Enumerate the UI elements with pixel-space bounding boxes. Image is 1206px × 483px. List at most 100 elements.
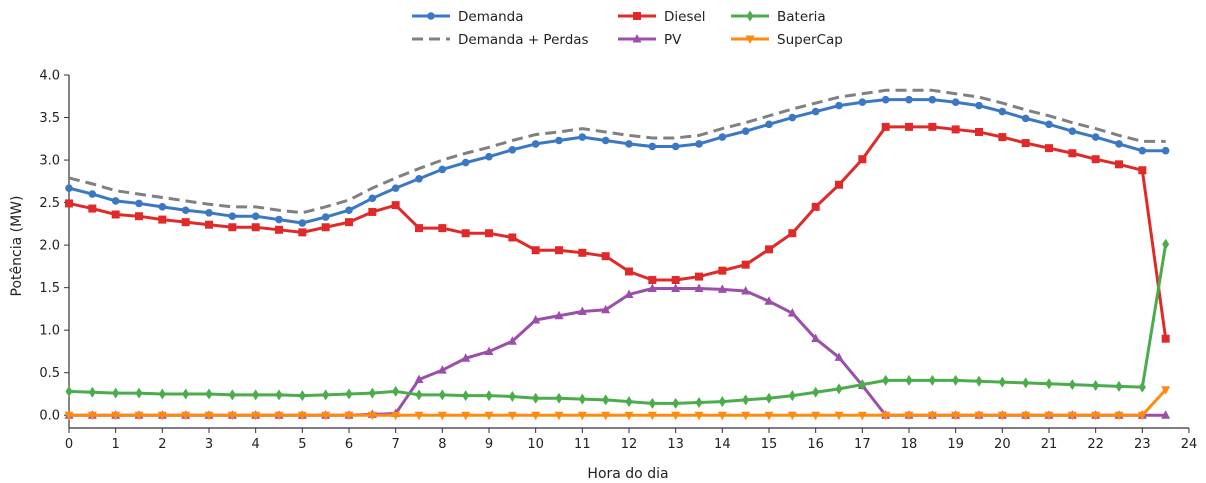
data-point-demanda bbox=[1161, 146, 1170, 155]
x-axis-label: Hora do dia bbox=[587, 466, 668, 482]
data-point-diesel bbox=[928, 122, 937, 131]
data-point-demanda bbox=[858, 98, 867, 107]
data-point-supercap bbox=[787, 411, 797, 421]
data-point-diesel bbox=[298, 228, 307, 237]
data-point-demanda bbox=[65, 184, 73, 192]
x-tick-label: 6 bbox=[345, 437, 353, 452]
legend-label-supercap: SuperCap bbox=[777, 32, 843, 48]
data-point-demanda bbox=[88, 190, 97, 198]
data-point-demanda bbox=[275, 215, 283, 224]
legend-item-demanda: Demanda bbox=[412, 9, 524, 25]
data-point-supercap bbox=[1044, 411, 1054, 421]
series-layer bbox=[64, 88, 1171, 421]
data-point-diesel bbox=[461, 229, 470, 238]
data-point-supercap bbox=[834, 411, 844, 421]
data-point-demanda bbox=[928, 95, 937, 104]
x-tick-label: 7 bbox=[392, 437, 400, 452]
data-point-demanda bbox=[368, 194, 377, 203]
data-point-diesel bbox=[228, 223, 237, 232]
series-bateria bbox=[65, 238, 1170, 409]
data-point-demanda bbox=[111, 197, 120, 205]
data-point-bateria bbox=[788, 390, 796, 402]
data-point-demanda bbox=[881, 95, 890, 104]
data-point-supercap bbox=[1091, 411, 1101, 421]
data-point-diesel bbox=[65, 199, 73, 208]
data-point-demanda bbox=[1045, 120, 1053, 129]
data-point-supercap bbox=[1161, 386, 1171, 395]
data-point-demanda bbox=[181, 206, 190, 215]
axes: 0 1 2 3 4 5 6 7 8 9 10 11 12 13 14 15 16 17 18 19 20 21 22 23 24… bbox=[39, 69, 1197, 453]
data-point-demanda bbox=[788, 113, 797, 122]
legend: Demanda Demanda + Perdas Diesel PV Bateria Su… bbox=[412, 9, 843, 48]
series-line-demanda bbox=[68, 98, 1166, 225]
data-point-demanda bbox=[1091, 133, 1100, 141]
x-tick-label: 22 bbox=[1087, 437, 1104, 452]
data-point-diesel bbox=[88, 204, 97, 213]
data-point-supercap bbox=[1067, 411, 1077, 421]
data-point-bateria bbox=[112, 387, 120, 399]
legend-item-demanda-perdas: Demanda + Perdas bbox=[412, 32, 589, 48]
data-point-bateria bbox=[1045, 378, 1053, 390]
data-point-pv bbox=[624, 289, 634, 298]
data-point-diesel bbox=[975, 127, 983, 136]
data-point-bateria bbox=[578, 393, 586, 405]
data-point-supercap bbox=[694, 411, 704, 421]
data-point-supercap bbox=[297, 411, 307, 421]
x-tick-label: 9 bbox=[485, 437, 493, 452]
data-point-bateria bbox=[625, 396, 633, 408]
data-point-bateria bbox=[508, 391, 516, 403]
legend-marker-demanda bbox=[427, 12, 435, 20]
data-point-pv bbox=[507, 336, 517, 345]
series-diesel bbox=[65, 122, 1170, 343]
series-line-bateria bbox=[68, 244, 1168, 405]
data-point-bateria bbox=[182, 388, 190, 400]
data-point-diesel bbox=[1045, 144, 1053, 153]
data-point-diesel bbox=[1161, 334, 1170, 343]
data-point-supercap bbox=[181, 411, 191, 421]
data-point-supercap bbox=[997, 411, 1007, 421]
data-point-bateria bbox=[415, 389, 423, 401]
data-point-bateria bbox=[135, 387, 143, 399]
data-point-diesel bbox=[345, 218, 353, 227]
x-tick-label: 19 bbox=[947, 437, 964, 452]
data-point-supercap bbox=[881, 411, 891, 421]
data-point-diesel bbox=[391, 201, 400, 210]
legend-label-diesel: Diesel bbox=[664, 9, 706, 25]
data-point-pv bbox=[484, 346, 494, 355]
data-point-diesel bbox=[695, 272, 703, 281]
data-point-bateria bbox=[975, 375, 983, 387]
data-point-demanda bbox=[461, 158, 470, 167]
data-point-diesel bbox=[718, 266, 727, 275]
data-point-supercap bbox=[157, 411, 167, 421]
y-tick-label: 0.0 bbox=[39, 409, 60, 424]
x-tick-label: 20 bbox=[994, 437, 1011, 452]
data-point-pv bbox=[647, 283, 657, 293]
legend-label-bateria: Bateria bbox=[777, 9, 826, 25]
data-point-bateria bbox=[275, 389, 283, 401]
y-tick-label: 4.0 bbox=[39, 69, 60, 84]
data-point-diesel bbox=[275, 225, 283, 234]
data-point-demanda bbox=[718, 133, 727, 141]
data-point-supercap bbox=[717, 411, 727, 421]
y-tick-label: 1.5 bbox=[39, 281, 60, 296]
data-point-pv bbox=[717, 284, 727, 293]
data-point-demanda bbox=[508, 146, 517, 154]
data-point-diesel bbox=[1091, 155, 1100, 164]
data-point-bateria bbox=[1068, 379, 1076, 391]
data-point-demanda bbox=[835, 101, 843, 110]
y-tick-label: 0.5 bbox=[39, 366, 60, 381]
data-point-bateria bbox=[1092, 379, 1100, 391]
data-point-supercap bbox=[1137, 411, 1147, 421]
data-point-supercap bbox=[484, 411, 494, 421]
data-point-demanda bbox=[695, 140, 703, 148]
data-point-diesel bbox=[858, 155, 867, 164]
data-point-bateria bbox=[882, 374, 890, 386]
data-point-supercap bbox=[951, 411, 961, 421]
data-point-demanda bbox=[625, 140, 633, 148]
data-point-supercap bbox=[671, 411, 681, 421]
data-point-supercap bbox=[227, 411, 237, 421]
data-point-bateria bbox=[555, 392, 563, 404]
data-point-supercap bbox=[414, 411, 424, 421]
data-point-diesel bbox=[135, 212, 143, 221]
data-point-bateria bbox=[322, 389, 330, 401]
